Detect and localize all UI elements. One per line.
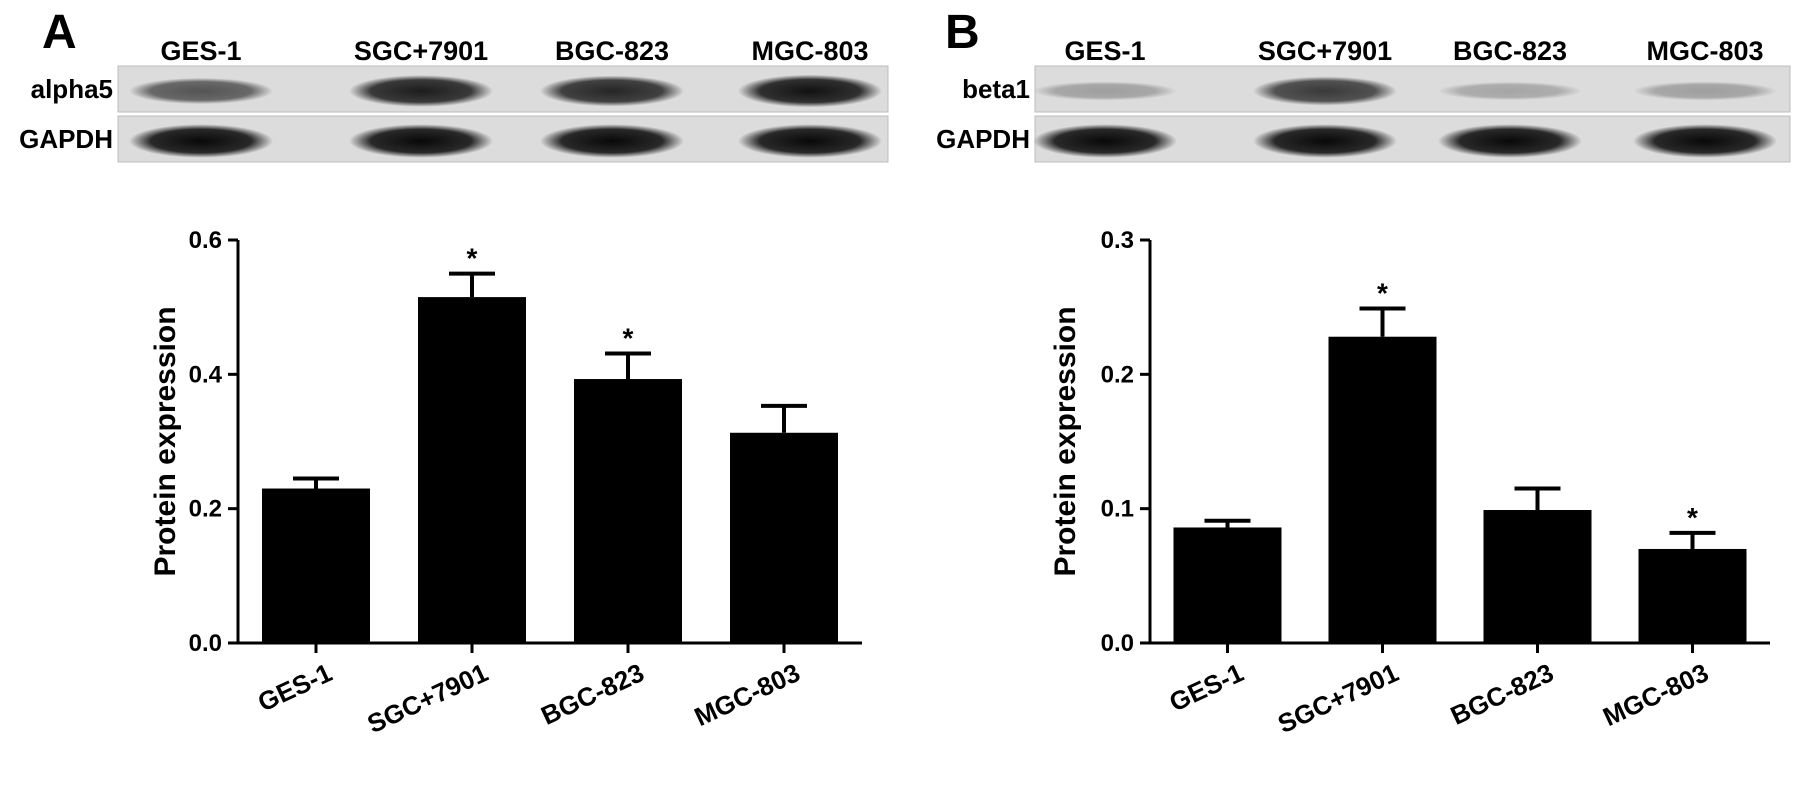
blot-row-label: GAPDH	[936, 124, 1030, 154]
significance-marker: *	[467, 243, 478, 274]
y-tick-label: 0.2	[1101, 361, 1134, 388]
blot-band	[1633, 124, 1777, 158]
panel-a: A GES-1 SGC+7901 BGC-823 MGC-803 alpha5 GAPDH…	[19, 6, 889, 739]
significance-marker: *	[623, 323, 634, 354]
y-axis-title: Protein expression	[1049, 306, 1082, 576]
bar-chart-a: 0.0 0.2 0.4 0.6 Protein expression GES-1 * SGC+…	[149, 227, 862, 739]
blot-row-label: alpha5	[31, 74, 113, 104]
y-tick-label: 0.3	[1101, 227, 1134, 254]
panel-letter-b: B	[945, 6, 980, 59]
blot-lane-label: SGC+7901	[354, 36, 488, 66]
blot-lane-label: BGC-823	[555, 36, 669, 66]
bar	[1638, 548, 1747, 643]
blot-band	[129, 124, 273, 158]
significance-marker: *	[1687, 502, 1698, 533]
blot-lane-label: SGC+7901	[1258, 36, 1392, 66]
bar	[1328, 336, 1437, 643]
panel-letter-a: A	[42, 6, 77, 59]
blot-row-label: GAPDH	[19, 124, 113, 154]
blot-band	[540, 124, 684, 158]
x-category-label: SGC+7901	[1273, 657, 1403, 739]
blot-band	[349, 124, 493, 158]
blot-lane-label: GES-1	[160, 36, 241, 66]
bar	[1173, 527, 1282, 643]
y-tick-label: 0.4	[189, 361, 223, 388]
significance-marker: *	[1377, 278, 1388, 309]
bar	[730, 432, 838, 643]
x-category-label: BGC-823	[1446, 657, 1558, 731]
blot-band	[349, 75, 493, 107]
blot-band	[540, 75, 684, 107]
bar	[262, 488, 370, 643]
blot-lane-label: MGC-803	[751, 36, 868, 66]
y-tick-label: 0.6	[189, 227, 222, 254]
blot-band	[1438, 124, 1582, 158]
western-blot-b: GES-1 SGC+7901 BGC-823 MGC-803 beta1 GAPDH	[936, 36, 1791, 163]
blot-band	[1033, 81, 1177, 101]
x-category-label: MGC-803	[1598, 657, 1713, 732]
x-category-label: GES-1	[253, 657, 336, 717]
bar	[418, 297, 526, 643]
blot-band	[1633, 81, 1777, 101]
blot-band	[738, 124, 882, 158]
x-category-label: MGC-803	[690, 657, 805, 732]
bar	[574, 379, 682, 643]
panel-b: B GES-1 SGC+7901 BGC-823 MGC-803beta1GAPDH …	[936, 6, 1791, 739]
blot-lane-label: GES-1	[1064, 36, 1145, 66]
bar	[1483, 510, 1592, 643]
blot-lane-label: BGC-823	[1453, 36, 1567, 66]
y-tick-label: 0.0	[189, 630, 222, 657]
western-blot-a: GES-1 SGC+7901 BGC-823 MGC-803 alpha5 GAPDH	[19, 36, 889, 163]
x-category-label: BGC-823	[536, 657, 648, 731]
blot-band	[129, 77, 273, 105]
blot-band	[1438, 81, 1582, 101]
y-axis-title: Protein expression	[149, 306, 182, 576]
blot-band	[1033, 124, 1177, 158]
blot-band	[738, 74, 882, 108]
bar-chart-b: 0.0 0.1 0.2 0.3 Protein expression GES-1 * SGC+…	[1049, 227, 1770, 739]
y-tick-label: 0.2	[189, 496, 222, 523]
x-category-label: GES-1	[1165, 657, 1248, 717]
y-tick-label: 0.1	[1101, 496, 1134, 523]
blot-band	[1253, 76, 1397, 106]
blot-band	[1253, 124, 1397, 158]
y-tick-label: 0.0	[1101, 630, 1134, 657]
x-category-label: SGC+7901	[363, 657, 493, 739]
blot-lane-label: MGC-803	[1646, 36, 1763, 66]
blot-row-label: beta1	[962, 74, 1030, 104]
